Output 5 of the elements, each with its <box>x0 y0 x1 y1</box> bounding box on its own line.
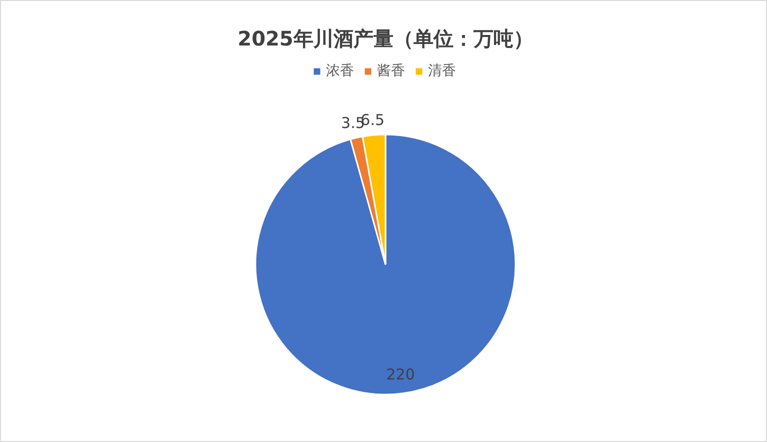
chart-title: 2025年川酒产量（单位：万吨） <box>238 26 534 50</box>
legend-label: 浓香 <box>326 62 354 80</box>
data-label: 220 <box>386 365 415 384</box>
legend-label: 酱香 <box>377 62 405 80</box>
legend-label: 清香 <box>428 62 456 80</box>
